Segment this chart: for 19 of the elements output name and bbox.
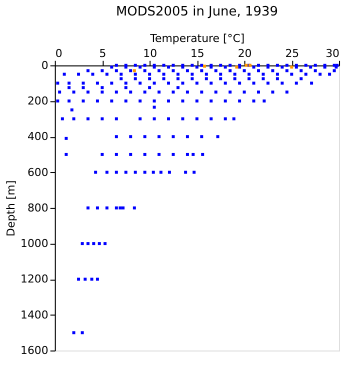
chart-title: MODS2005 in June, 1939: [116, 4, 278, 20]
y-tick-label: 1000: [20, 237, 48, 250]
y-tick-label: 800: [27, 201, 48, 214]
y-tick-label: 600: [27, 166, 48, 179]
y-tick-label: 1200: [20, 272, 48, 286]
y-tick-label: 1400: [20, 308, 48, 322]
y-tick-label: 1600: [20, 344, 48, 357]
x-tick-label: 10: [143, 46, 158, 60]
y-tick-label: 200: [27, 94, 48, 108]
x-tick-label: 0: [55, 46, 62, 60]
x-tick-label: 15: [190, 46, 204, 60]
x-axis-title: Temperature [°C]: [149, 32, 245, 45]
y-axis-title: Depth [m]: [4, 180, 18, 236]
y-tick-label: 400: [27, 130, 48, 144]
x-tick-label: 30: [326, 46, 340, 60]
y-tick-label: 0: [41, 58, 48, 72]
x-tick-label: 20: [238, 46, 252, 60]
x-tick-label: 5: [99, 46, 106, 60]
x-tick-label: 25: [285, 46, 300, 60]
